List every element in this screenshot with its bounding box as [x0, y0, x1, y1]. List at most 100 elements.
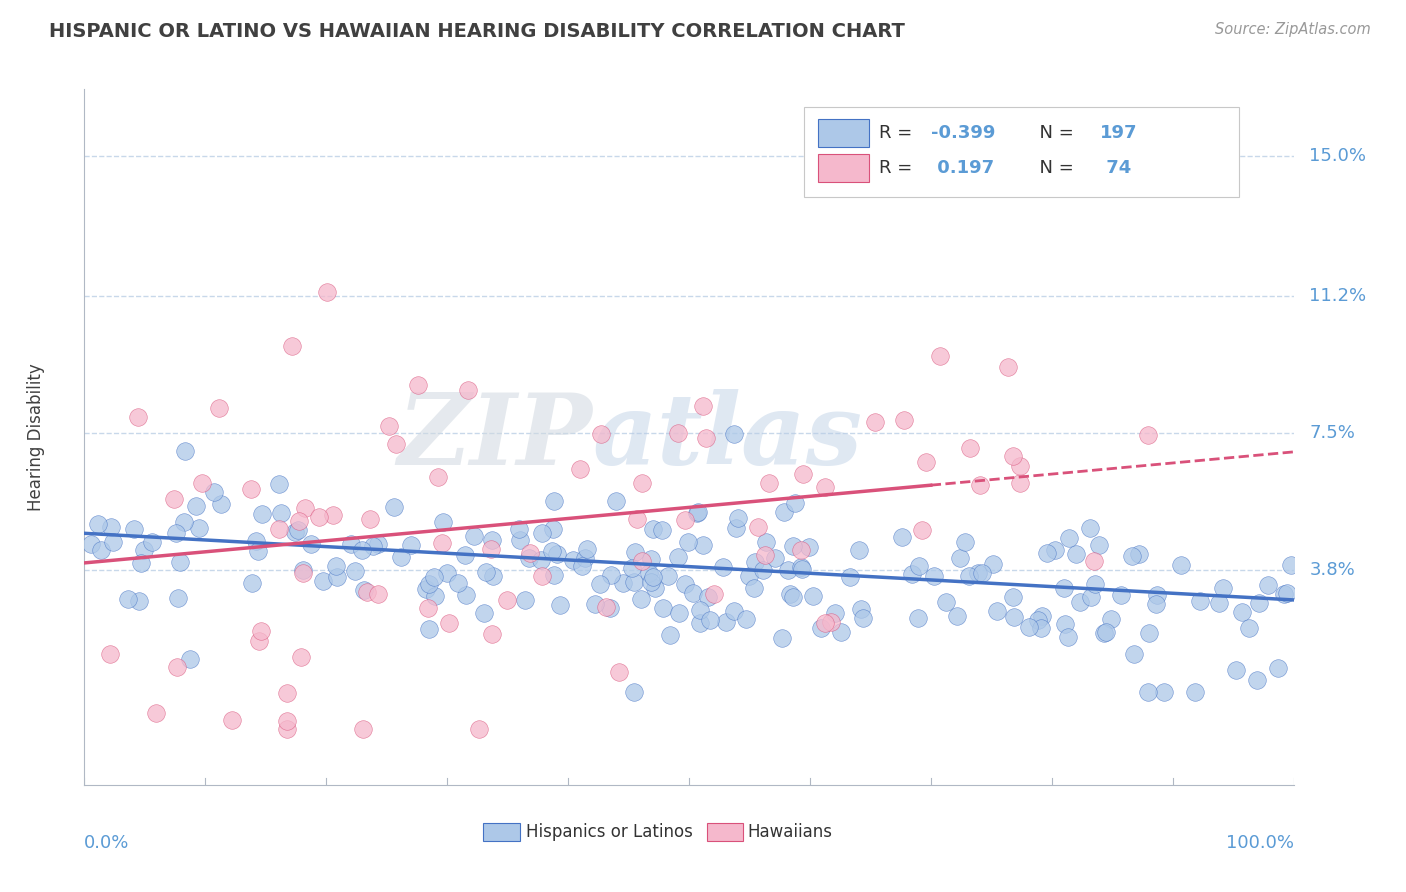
- Point: [292, 563, 315, 577]
- Point: [472, 606, 495, 620]
- Point: [1008, 458, 1031, 473]
- Point: [382, 500, 405, 514]
- Point: [468, 723, 491, 737]
- Point: [652, 601, 675, 615]
- Point: [389, 550, 412, 565]
- Text: 15.0%: 15.0%: [1309, 147, 1367, 165]
- Point: [986, 604, 1008, 618]
- FancyBboxPatch shape: [804, 106, 1239, 197]
- Point: [454, 548, 477, 562]
- Point: [406, 377, 429, 392]
- Point: [830, 624, 852, 639]
- Point: [190, 475, 212, 490]
- FancyBboxPatch shape: [818, 120, 869, 147]
- Point: [692, 538, 714, 552]
- Point: [1136, 428, 1159, 442]
- Point: [758, 475, 780, 490]
- Text: -0.399: -0.399: [931, 124, 995, 142]
- Point: [179, 651, 201, 665]
- FancyBboxPatch shape: [818, 154, 869, 182]
- Point: [792, 562, 814, 576]
- Text: 197: 197: [1099, 124, 1137, 142]
- Point: [1279, 558, 1302, 573]
- Point: [1128, 547, 1150, 561]
- Point: [1036, 546, 1059, 560]
- Point: [1088, 538, 1111, 552]
- Point: [1054, 617, 1077, 632]
- Point: [530, 552, 553, 566]
- Point: [287, 524, 309, 538]
- Point: [686, 506, 709, 520]
- Point: [247, 634, 270, 648]
- Text: 7.5%: 7.5%: [1309, 425, 1355, 442]
- Point: [173, 515, 195, 529]
- Point: [689, 615, 711, 630]
- Point: [246, 543, 269, 558]
- Point: [1232, 605, 1254, 619]
- Point: [209, 497, 232, 511]
- Point: [98, 647, 121, 661]
- Point: [907, 611, 929, 625]
- Point: [482, 568, 505, 582]
- Point: [801, 589, 824, 603]
- Point: [481, 627, 503, 641]
- Point: [657, 568, 679, 582]
- Point: [1001, 449, 1024, 463]
- Point: [779, 586, 801, 600]
- Point: [90, 543, 112, 558]
- Point: [666, 425, 689, 440]
- Point: [240, 482, 263, 496]
- Point: [716, 615, 738, 630]
- Point: [169, 556, 191, 570]
- Point: [352, 723, 374, 737]
- Point: [839, 570, 862, 584]
- Text: Hispanics or Latinos: Hispanics or Latinos: [526, 823, 693, 841]
- Point: [1026, 613, 1049, 627]
- Point: [276, 686, 298, 700]
- Point: [1208, 596, 1230, 610]
- Point: [574, 551, 596, 566]
- Point: [1121, 549, 1143, 564]
- Point: [509, 533, 531, 548]
- Text: 11.2%: 11.2%: [1309, 287, 1367, 305]
- Point: [1247, 596, 1270, 610]
- Point: [689, 603, 711, 617]
- Text: atlas: atlas: [592, 389, 862, 485]
- Text: N =: N =: [1028, 124, 1078, 142]
- Point: [589, 577, 612, 591]
- Point: [1008, 476, 1031, 491]
- Point: [87, 517, 110, 532]
- Point: [735, 612, 758, 626]
- Point: [418, 577, 440, 591]
- Point: [1146, 588, 1168, 602]
- Point: [1002, 610, 1025, 624]
- Point: [290, 649, 312, 664]
- Point: [630, 476, 652, 491]
- Point: [770, 631, 793, 645]
- Point: [1170, 558, 1192, 572]
- Point: [640, 552, 662, 566]
- Point: [644, 581, 666, 595]
- Point: [935, 595, 957, 609]
- Point: [744, 554, 766, 568]
- Point: [824, 606, 846, 620]
- Point: [447, 576, 470, 591]
- Point: [377, 419, 399, 434]
- Point: [426, 470, 449, 484]
- Point: [129, 556, 152, 570]
- Point: [1225, 663, 1247, 677]
- Point: [742, 581, 765, 595]
- Point: [1099, 612, 1122, 626]
- Point: [202, 484, 225, 499]
- Point: [792, 467, 814, 482]
- Point: [117, 591, 139, 606]
- Point: [1095, 624, 1118, 639]
- Point: [959, 441, 981, 455]
- Point: [326, 570, 349, 584]
- Point: [782, 591, 804, 605]
- Point: [607, 665, 630, 680]
- Point: [418, 622, 440, 636]
- Point: [865, 415, 887, 429]
- Point: [576, 542, 599, 557]
- Point: [1137, 685, 1160, 699]
